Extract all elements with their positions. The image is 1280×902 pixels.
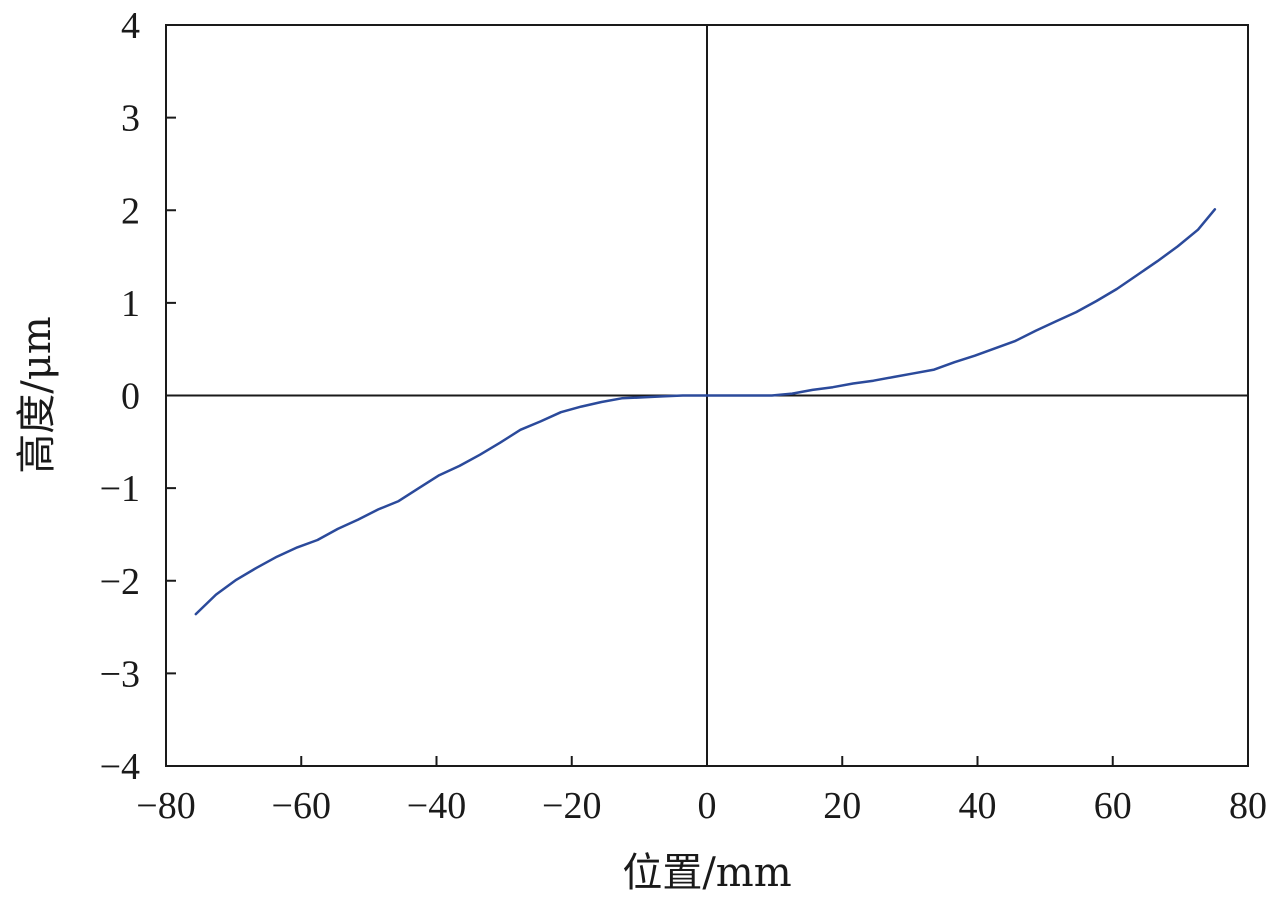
x-tick-label: 40 — [959, 785, 997, 827]
x-tick-label: 0 — [698, 785, 717, 827]
x-tick-label: −40 — [407, 785, 466, 827]
x-tick-label: −80 — [136, 785, 195, 827]
y-tick-label: −4 — [100, 746, 140, 788]
y-axis-label: 高度/μm — [14, 316, 60, 473]
height-profile-line — [194, 208, 1217, 616]
y-tick-label: 3 — [121, 98, 140, 140]
y-tick-label: −3 — [100, 653, 140, 695]
series-layer — [194, 208, 1217, 616]
x-tick-label: −20 — [542, 785, 601, 827]
x-tick-label: 60 — [1094, 785, 1132, 827]
y-tick-label: 1 — [121, 283, 140, 325]
y-tick-label: 2 — [121, 190, 140, 232]
y-tick-label: 4 — [121, 5, 140, 47]
x-tick-label: −60 — [272, 785, 331, 827]
y-tick-label: 0 — [121, 376, 140, 418]
x-axis-label: 位置/mm — [622, 850, 791, 896]
y-axis-ticks: −4 −3 −2 −1 0 1 2 3 4 — [100, 5, 176, 788]
x-tick-label: 80 — [1229, 785, 1267, 827]
x-tick-label: 20 — [823, 785, 861, 827]
y-tick-label: −1 — [100, 468, 140, 510]
x-axis-ticks: −80 −60 −40 −20 0 20 40 60 80 — [136, 756, 1267, 827]
y-tick-label: −2 — [100, 561, 140, 603]
